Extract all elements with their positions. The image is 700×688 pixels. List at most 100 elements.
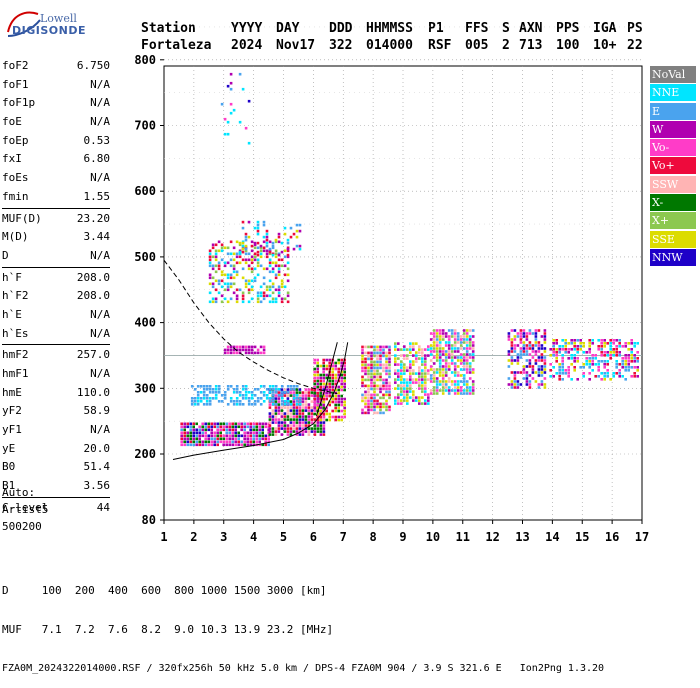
echo-point-second-hop: [265, 255, 269, 259]
echo-point-second-hop-upper: [256, 226, 260, 230]
echo-point-band-9: [397, 384, 400, 387]
echo-point-band-9: [409, 375, 412, 378]
legend-item-vo-: Vo-: [650, 139, 696, 157]
echo-point-F-trace-low: [237, 440, 240, 444]
echo-point-second-hop-upper: [265, 235, 269, 239]
param-name: hmE: [2, 385, 22, 399]
echo-point-band-13: [528, 344, 532, 347]
echo-point-second-hop: [265, 267, 269, 271]
echo-point-band-8: [388, 357, 391, 361]
echo-point-F-trace-low: [216, 437, 219, 441]
echo-point-F-trace-low: [186, 443, 189, 447]
echo-point-F-trace-rise: [322, 379, 325, 383]
echo-point-second-hop: [214, 258, 218, 262]
param-row: foE N/A: [2, 113, 110, 132]
echo-point-E-blue-band: [292, 397, 296, 400]
echo-point-F-trace-low: [195, 428, 198, 432]
echo-point-F-trace-mid: [307, 397, 311, 400]
echo-point-E-blue-band: [193, 397, 197, 400]
echo-point-band-13: [543, 350, 547, 353]
echo-point-band-10: [438, 371, 442, 374]
echo-point-band-15: [627, 366, 630, 369]
echo-point-F-trace-low: [249, 422, 252, 426]
echo-point-F-trace-rise: [313, 370, 316, 374]
echo-point-second-hop-upper: [289, 235, 293, 239]
echo-point-second-hop-upper: [247, 235, 251, 239]
echo-point-F-trace-low: [264, 440, 267, 444]
echo-point-band-13: [507, 338, 511, 341]
echo-point-band-10: [435, 341, 439, 344]
echo-point-band-15: [618, 351, 621, 354]
echo-point-F-trace-mid: [277, 400, 281, 403]
echo-point-band-8: [367, 354, 370, 358]
echo-point-F-trace-low: [255, 431, 258, 435]
echo-point-F-trace-low: [207, 434, 210, 438]
echo-point-E-blue-band: [259, 391, 263, 394]
echo-point-band-8: [373, 393, 376, 397]
echo-point-band-13: [531, 371, 535, 374]
param-row: yE 20.0: [2, 440, 110, 459]
echo-point-band-10: [462, 329, 466, 332]
echo-point-E-blue-band: [217, 388, 221, 391]
echo-point-second-hop: [286, 261, 290, 265]
echo-point-F-trace-rise: [322, 397, 325, 401]
param-name: fxI: [2, 152, 22, 166]
echo-point-F-trace-low: [180, 440, 183, 444]
echo-point-band-9: [400, 372, 403, 375]
echo-point-F-trace-low: [252, 428, 255, 432]
echo-point-band-13: [531, 347, 535, 350]
echo-point-F-trace-mid: [298, 418, 302, 421]
param-name: hmF2: [2, 348, 29, 362]
echo-point-F-trace-rise: [325, 376, 328, 380]
echo-point-F-trace-low: [222, 428, 225, 432]
echo-point-second-hop: [214, 264, 218, 268]
echo-point-second-hop: [241, 300, 245, 304]
echo-point-F-trace-mid: [289, 424, 293, 427]
echo-point-F-trace-low: [225, 440, 228, 444]
echo-point-band-9: [400, 387, 403, 390]
echo-point-second-hop: [226, 300, 230, 304]
echo-point-F-trace-low: [201, 422, 204, 426]
echo-point-band-15: [570, 342, 573, 345]
echo-point-E-blue-band: [199, 391, 203, 394]
echo-point-second-hop-upper: [253, 241, 257, 245]
echo-point-band-15: [615, 348, 618, 351]
echo-point-F-trace-low: [216, 425, 219, 429]
echo-point-F-trace-rise: [328, 358, 331, 362]
echo-point-band-9: [418, 369, 421, 372]
echo-point-F-trace-mid: [319, 424, 323, 427]
echo-point-band-15: [576, 351, 579, 354]
echo-point-F-trace-low: [243, 425, 246, 429]
echo-point-F-trace-low: [219, 422, 222, 426]
echo-point-band-10: [435, 368, 439, 371]
echo-point-F-trace-low: [183, 428, 186, 432]
echo-point-F-trace-mid: [283, 394, 287, 397]
echo-point-band-8: [376, 372, 379, 376]
echo-point-band-10: [450, 332, 454, 335]
echo-point-band-9: [403, 393, 406, 396]
echo-point-second-hop: [223, 297, 227, 301]
echo-point-E-blue-band: [232, 400, 236, 403]
echo-point-band-10: [432, 362, 436, 365]
echo-point-band-13: [543, 332, 547, 335]
echo-point-band-8: [361, 393, 364, 397]
echo-point-F-trace-rise: [343, 388, 346, 392]
echo-point-band-8: [373, 375, 376, 379]
echo-point-F-trace-rise: [328, 418, 331, 422]
echo-point-second-hop-upper: [262, 235, 266, 239]
echo-point-F-trace-rise: [331, 370, 334, 374]
echo-point-F-trace-low: [189, 431, 192, 435]
echo-point-second-hop: [220, 258, 224, 262]
echo-point-F-trace-mid: [316, 430, 320, 433]
echo-point-F-trace-rise: [328, 364, 331, 368]
echo-point-F-trace-mid: [268, 412, 272, 415]
echo-point-second-hop: [268, 270, 272, 274]
echo-point-band-15: [603, 342, 606, 345]
echo-point-third-hop: [241, 87, 245, 91]
echo-point-second-hop: [232, 246, 236, 250]
echo-point-band-8: [379, 378, 382, 382]
echo-point-band-15: [591, 360, 594, 363]
echo-point-second-hop: [232, 267, 236, 271]
echo-point-band-15: [606, 369, 609, 372]
echo-point-F-trace-low: [261, 425, 264, 429]
